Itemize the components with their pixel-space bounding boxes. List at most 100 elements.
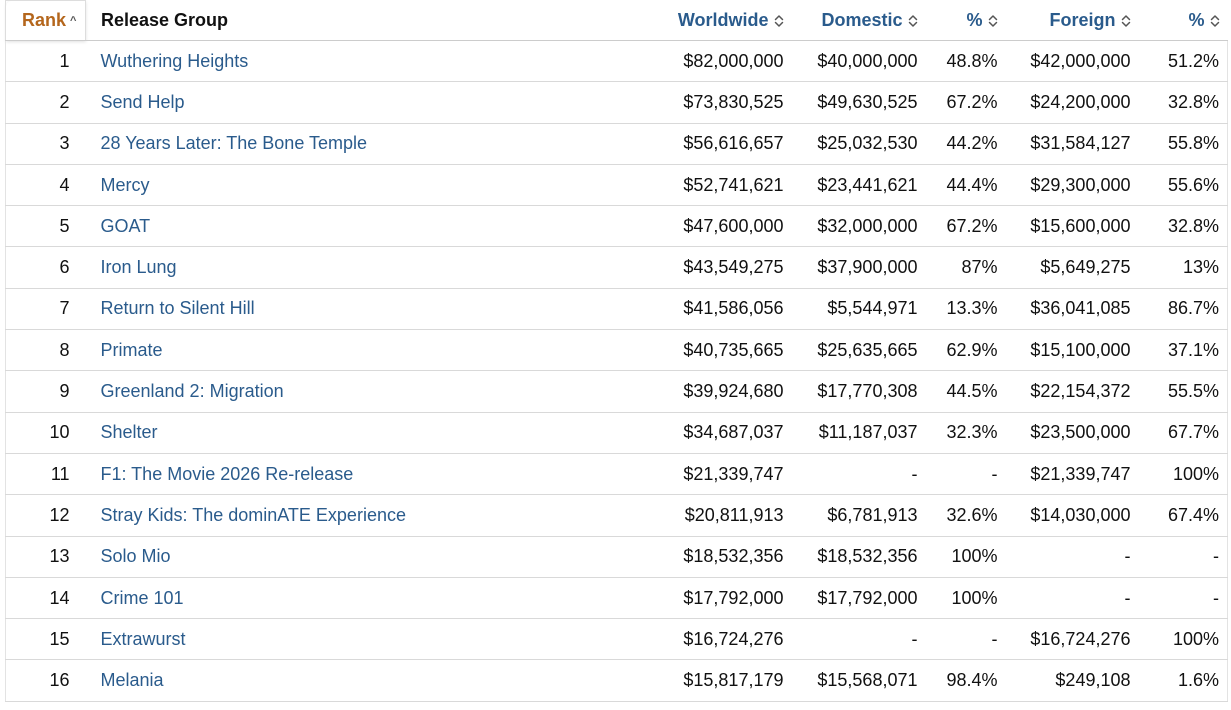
release-group-link[interactable]: Send Help [100,91,185,112]
domestic-gross-cell: - [791,618,926,661]
rank-cell: 6 [5,246,86,289]
column-header-rank[interactable]: Rank ^ [5,0,86,41]
domestic-gross-cell: - [791,453,926,496]
foreign-gross-cell: $29,300,000 [1005,164,1139,207]
foreign-percent-cell: 32.8% [1138,205,1228,248]
table-row: 12 Stray Kids: The dominATE Experience $… [5,494,1228,537]
rank-cell: 12 [5,494,86,537]
domestic-gross-cell: $37,900,000 [791,246,926,289]
domestic-percent-cell: - [925,453,1006,496]
worldwide-gross-cell: $18,532,356 [665,536,792,578]
sort-toggle-icon [1121,15,1130,27]
column-header-domestic[interactable]: Domestic [791,0,926,41]
rank-cell: 5 [5,205,86,248]
foreign-percent-cell: 55.5% [1138,370,1228,413]
column-header-worldwide-label: Worldwide [677,9,769,30]
release-group-cell: Stray Kids: The dominATE Experience [85,494,666,537]
worldwide-gross-cell: $40,735,665 [665,329,792,372]
column-header-release-group: Release Group [85,0,666,41]
foreign-gross-cell: $249,108 [1005,659,1139,702]
sort-toggle-icon [908,15,917,27]
foreign-gross-cell: $36,041,085 [1005,288,1139,331]
release-group-link[interactable]: Greenland 2: Migration [100,381,284,402]
release-group-link[interactable]: Solo Mio [100,546,171,567]
worldwide-gross-cell: $15,817,179 [665,659,792,702]
foreign-gross-cell: - [1005,577,1139,620]
release-group-link[interactable]: GOAT [100,215,151,236]
domestic-gross-cell: $40,000,000 [791,40,926,83]
foreign-percent-cell: 100% [1138,618,1228,661]
rank-cell: 15 [5,618,86,661]
release-group-link[interactable]: Melania [100,670,164,691]
table-row: 7 Return to Silent Hill $41,586,056 $5,5… [5,288,1228,331]
worldwide-gross-cell: $73,830,525 [665,81,792,124]
domestic-percent-cell: 48.8% [925,40,1006,83]
column-header-worldwide[interactable]: Worldwide [665,0,792,41]
foreign-percent-cell: 55.6% [1138,164,1228,207]
column-header-foreign[interactable]: Foreign [1005,0,1139,41]
release-group-link[interactable]: Mercy [100,174,150,195]
foreign-gross-cell: $15,600,000 [1005,205,1139,248]
release-group-link[interactable]: 28 Years Later: The Bone Temple [100,133,368,154]
domestic-gross-cell: $32,000,000 [791,205,926,248]
foreign-percent-cell: 32.8% [1138,81,1228,124]
release-group-link[interactable]: Shelter [100,422,158,443]
table-row: 3 28 Years Later: The Bone Temple $56,61… [5,123,1228,165]
rank-cell: 16 [5,659,86,702]
foreign-gross-cell: $21,339,747 [1005,453,1139,496]
table-row: 5 GOAT $47,600,000 $32,000,000 67.2% $15… [5,205,1228,248]
rank-cell: 14 [5,577,86,620]
worldwide-gross-cell: $43,549,275 [665,246,792,289]
domestic-percent-cell: 44.5% [925,370,1006,413]
release-group-cell: Solo Mio [85,536,666,578]
sort-toggle-icon [1210,15,1219,27]
worldwide-gross-cell: $47,600,000 [665,205,792,248]
domestic-percent-cell: 44.4% [925,164,1006,207]
release-group-link[interactable]: Return to Silent Hill [100,298,255,319]
table-row: 8 Primate $40,735,665 $25,635,665 62.9% … [5,329,1228,372]
foreign-percent-cell: 67.4% [1138,494,1228,537]
release-group-link[interactable]: Stray Kids: The dominATE Experience [100,504,406,525]
table-row: 16 Melania $15,817,179 $15,568,071 98.4%… [5,659,1228,702]
domestic-gross-cell: $25,635,665 [791,329,926,372]
domestic-gross-cell: $23,441,621 [791,164,926,207]
table-row: 11 F1: The Movie 2026 Re-release $21,339… [5,453,1228,496]
release-group-link[interactable]: Extrawurst [100,628,186,649]
rank-cell: 10 [5,412,86,454]
release-group-cell: Send Help [85,81,666,124]
rank-cell: 8 [5,329,86,372]
domestic-gross-cell: $6,781,913 [791,494,926,537]
column-header-release-group-label: Release Group [101,9,229,30]
release-group-cell: Return to Silent Hill [85,288,666,331]
worldwide-gross-cell: $56,616,657 [665,123,792,165]
column-header-rank-label: Rank [22,10,67,30]
rank-cell: 1 [5,40,86,83]
release-group-link[interactable]: Wuthering Heights [100,50,249,71]
table-row: 14 Crime 101 $17,792,000 $17,792,000 100… [5,577,1228,620]
column-header-domestic-label: Domestic [821,9,903,30]
sort-ascending-icon: ^ [70,15,77,27]
column-header-foreign-percent-label: % [1188,9,1205,30]
worldwide-gross-cell: $82,000,000 [665,40,792,83]
worldwide-gross-cell: $52,741,621 [665,164,792,207]
foreign-percent-cell: 67.7% [1138,412,1228,454]
worldwide-gross-cell: $20,811,913 [665,494,792,537]
foreign-gross-cell: - [1005,536,1139,578]
foreign-gross-cell: $15,100,000 [1005,329,1139,372]
table-row: 15 Extrawurst $16,724,276 - - $16,724,27… [5,618,1228,661]
column-header-foreign-percent[interactable]: % [1138,0,1228,41]
release-group-link[interactable]: Primate [100,339,163,360]
release-group-cell: Mercy [85,164,666,207]
domestic-percent-cell: 67.2% [925,205,1006,248]
release-group-link[interactable]: Crime 101 [100,587,184,608]
domestic-gross-cell: $17,792,000 [791,577,926,620]
domestic-percent-cell: 13.3% [925,288,1006,331]
rank-cell: 11 [5,453,86,496]
column-header-domestic-percent[interactable]: % [925,0,1006,41]
release-group-cell: 28 Years Later: The Bone Temple [85,123,666,165]
worldwide-gross-cell: $39,924,680 [665,370,792,413]
release-group-link[interactable]: F1: The Movie 2026 Re-release [100,463,354,484]
release-group-link[interactable]: Iron Lung [100,257,177,278]
domestic-gross-cell: $25,032,530 [791,123,926,165]
foreign-percent-cell: 86.7% [1138,288,1228,331]
